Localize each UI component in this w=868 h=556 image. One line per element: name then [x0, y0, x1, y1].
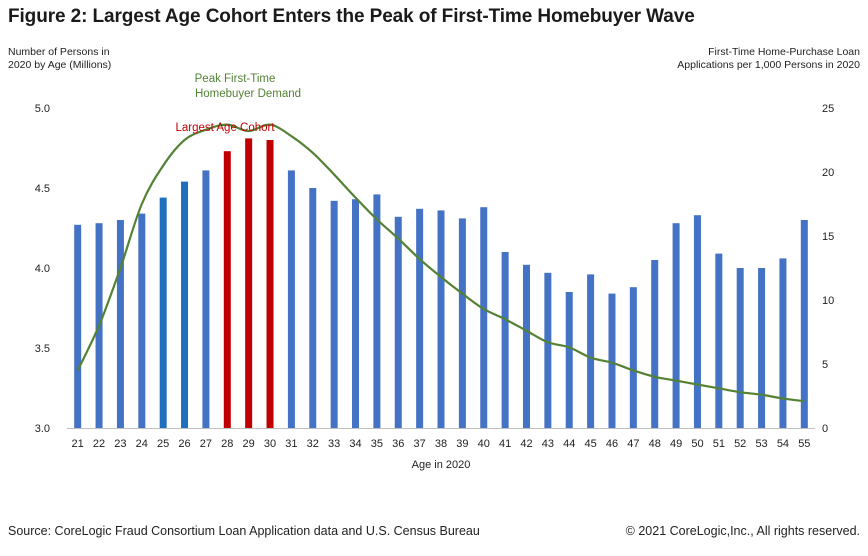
bar-age-39: [458, 218, 466, 428]
bar-age-53: [758, 268, 766, 428]
bar-age-52: [736, 268, 744, 428]
annotation-largest-cohort: Largest Age Cohort: [175, 122, 275, 134]
bar-age-24: [138, 213, 146, 428]
bar-age-34: [352, 199, 360, 428]
bar-age-36: [394, 216, 402, 428]
x-tick-label: 50: [691, 438, 703, 450]
chart-title: Figure 2: Largest Age Cohort Enters the …: [8, 6, 695, 27]
bar-age-31: [287, 170, 295, 428]
x-tick-label: 34: [349, 438, 361, 450]
left-axis-label: Number of Persons in 2020 by Age (Millio…: [8, 46, 148, 72]
copyright-note: © 2021 CoreLogic,Inc., All rights reserv…: [625, 524, 860, 538]
bar-age-38: [437, 210, 445, 428]
right-y-tick-label: 15: [822, 231, 834, 243]
bar-age-23: [116, 220, 124, 428]
x-tick-label: 35: [371, 438, 383, 450]
x-tick-label: 44: [563, 438, 575, 450]
x-tick-label: 30: [264, 438, 276, 450]
bar-age-44: [565, 292, 573, 428]
x-tick-label: 54: [777, 438, 789, 450]
right-y-tick-label: 10: [822, 295, 834, 307]
bar-age-48: [651, 260, 659, 428]
bar-age-49: [672, 223, 680, 428]
bar-age-55: [800, 220, 808, 428]
bar-age-30: [266, 140, 274, 428]
x-tick-label: 29: [243, 438, 255, 450]
bar-age-46: [608, 293, 616, 428]
x-tick-label: 41: [499, 438, 511, 450]
bar-age-35: [373, 194, 381, 428]
x-tick-label: 53: [755, 438, 767, 450]
bar-age-42: [522, 264, 530, 428]
x-tick-label: 31: [285, 438, 297, 450]
x-tick-label: 25: [157, 438, 169, 450]
annotation-peak-line2: Homebuyer Demand: [195, 88, 301, 100]
bar-age-43: [544, 272, 552, 428]
bar-age-29: [245, 138, 253, 428]
bar-age-28: [223, 151, 231, 428]
bar-age-37: [416, 208, 424, 428]
bar-age-50: [693, 215, 701, 428]
bar-age-47: [629, 287, 637, 428]
bar-age-32: [309, 188, 317, 428]
x-tick-label: 24: [136, 438, 148, 450]
bar-age-51: [715, 253, 723, 428]
bar-age-54: [779, 258, 787, 428]
right-axis-label: First-Time Home-Purchase Loan Applicatio…: [640, 46, 860, 72]
x-tick-label: 28: [221, 438, 233, 450]
x-tick-label: 32: [307, 438, 319, 450]
bar-age-40: [480, 207, 488, 428]
left-y-tick-label: 4.0: [35, 263, 50, 275]
left-y-tick-label: 3.5: [35, 343, 50, 355]
x-tick-label: 48: [649, 438, 661, 450]
x-tick-label: 39: [456, 438, 468, 450]
x-tick-label: 37: [414, 438, 426, 450]
x-tick-label: 26: [178, 438, 190, 450]
x-tick-label: 47: [627, 438, 639, 450]
x-tick-label: 51: [713, 438, 725, 450]
x-axis-title: Age in 2020: [412, 459, 471, 471]
bar-age-27: [202, 170, 210, 428]
x-tick-label: 21: [72, 438, 84, 450]
right-axis-label-line1: First-Time Home-Purchase Loan: [708, 46, 860, 58]
left-y-tick-label: 3.0: [35, 423, 50, 435]
x-tick-label: 49: [670, 438, 682, 450]
x-tick-label: 42: [520, 438, 532, 450]
right-axis-label-line2: Applications per 1,000 Persons in 2020: [677, 59, 860, 71]
left-y-tick-label: 5.0: [35, 103, 50, 115]
right-y-tick-label: 25: [822, 103, 834, 115]
bar-age-41: [501, 252, 509, 428]
x-tick-label: 43: [542, 438, 554, 450]
bar-age-21: [74, 224, 82, 428]
x-tick-label: 55: [798, 438, 810, 450]
x-tick-label: 40: [478, 438, 490, 450]
bar-age-45: [587, 274, 595, 428]
annotation-peak-line1: Peak First-Time: [195, 73, 276, 85]
bar-age-25: [159, 197, 167, 428]
bar-age-33: [330, 200, 338, 428]
bar-age-26: [181, 181, 189, 428]
left-axis-label-line2: 2020 by Age (Millions): [8, 59, 112, 71]
right-y-tick-label: 0: [822, 423, 828, 435]
x-tick-label: 45: [584, 438, 596, 450]
left-y-tick-label: 4.5: [35, 183, 50, 195]
x-tick-label: 33: [328, 438, 340, 450]
x-tick-label: 46: [606, 438, 618, 450]
x-tick-label: 23: [114, 438, 126, 450]
x-tick-label: 27: [200, 438, 212, 450]
line-first-time-loan-applications: [76, 123, 805, 403]
right-y-tick-label: 20: [822, 167, 834, 179]
x-tick-label: 38: [435, 438, 447, 450]
left-axis-label-line1: Number of Persons in: [8, 46, 110, 58]
x-tick-label: 22: [93, 438, 105, 450]
source-note: Source: CoreLogic Fraud Consortium Loan …: [8, 524, 480, 538]
right-y-tick-label: 5: [822, 359, 828, 371]
x-tick-label: 52: [734, 438, 746, 450]
x-tick-label: 36: [392, 438, 404, 450]
